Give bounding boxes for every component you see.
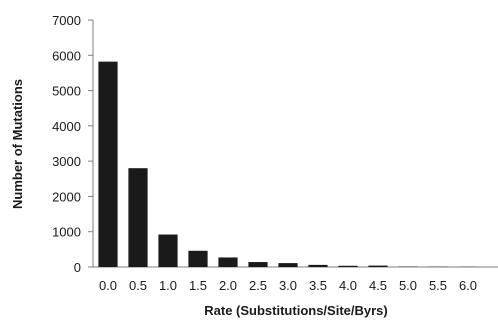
x-tick-label: 2.0: [219, 278, 237, 293]
x-tick-label: 5.0: [399, 278, 417, 293]
x-tick-label: 4.5: [369, 278, 387, 293]
bar-2.0: [218, 257, 238, 267]
y-tick-label: 7000: [52, 13, 81, 28]
y-tick-label: 3000: [52, 154, 81, 169]
bar-4.0: [338, 265, 358, 267]
bar-0.0: [98, 61, 118, 267]
x-tick-label: 2.5: [249, 278, 267, 293]
y-tick-label: 5000: [52, 84, 81, 99]
x-tick-label: 0.5: [129, 278, 147, 293]
x-tick-label: 0.0: [99, 278, 117, 293]
bars: [98, 61, 478, 267]
bar-4.5: [368, 265, 388, 267]
x-tick-label: 5.5: [429, 278, 447, 293]
x-tick-label: 6.0: [459, 278, 477, 293]
y-tick-label: 4000: [52, 119, 81, 134]
bar-1.5: [188, 250, 208, 267]
bar-1.0: [158, 234, 178, 267]
x-tick-label: 1.5: [189, 278, 207, 293]
x-axis: 0.0 0.5 1.0 1.5 2.0 2.5 3.0 3.5 4.0 4.5 5.0 5.5 6.0: [93, 266, 498, 293]
bar-3.0: [278, 263, 298, 267]
bar-0.5: [128, 168, 148, 267]
y-axis: 0 1000 2000 3000 4000 5000 6000 7000: [52, 13, 94, 275]
x-axis-title: Rate (Substitutions/Site/Byrs): [204, 303, 387, 318]
x-tick-label: 3.0: [279, 278, 297, 293]
y-tick-label: 2000: [52, 189, 81, 204]
x-tick-label: 4.0: [339, 278, 357, 293]
bar-3.5: [308, 264, 328, 267]
y-tick-label: 1000: [52, 225, 81, 240]
y-axis-title: Number of Mutations: [10, 79, 25, 209]
bar-2.5: [248, 262, 268, 267]
y-tick-label: 0: [74, 260, 81, 275]
y-tick-label: 6000: [52, 48, 81, 63]
x-tick-label: 1.0: [159, 278, 177, 293]
x-tick-label: 3.5: [309, 278, 327, 293]
